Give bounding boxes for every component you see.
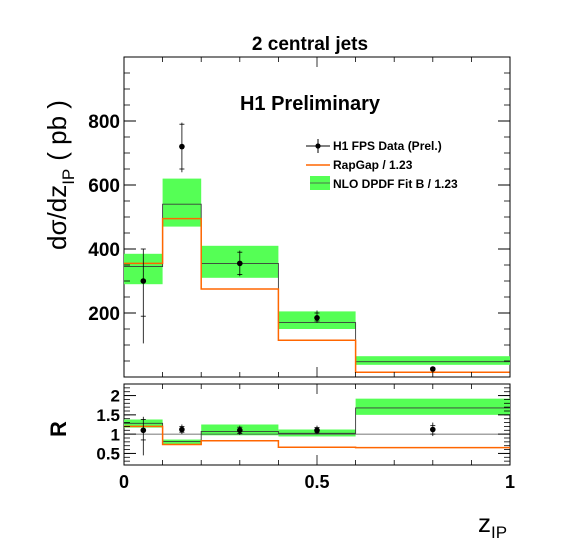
nlo-histogram [124,203,510,363]
bot-data-point-3 [237,425,243,435]
bot-ytick-label-2: 2 [111,387,120,406]
bot-ytick-label-1: 1 [111,425,120,444]
top-data-point-1 [140,248,147,344]
top-data-point-3 [237,250,243,277]
bot-ytick-label-0.5: 0.5 [96,445,120,464]
svg-text:dσ/dzIP( pb ): dσ/dzIP ( pb ) [42,100,78,250]
bot-data-point-4 [314,425,320,435]
bot-nlo-band-5 [355,398,510,415]
top-ytick-label-600: 600 [88,176,120,197]
top-nlo-line [124,203,510,363]
legend-label-rapgap: RapGap / 1.23 [333,158,413,172]
top-ytick-label-200: 200 [88,304,120,325]
top-data-point-5 [430,366,436,372]
top-nlo-band-5 [355,356,510,365]
x-axis-ticks-main [123,57,511,377]
bot-data-point-5 [430,422,436,437]
legend-entry-nlo: NLO DPDF Fit B / 1.23 [310,176,458,191]
annotation-h1-preliminary: H1 Preliminary [240,93,381,115]
rapgap-histogram [124,217,510,373]
x-label-subscript: IP [491,523,507,542]
ratio-nlo-bands [124,398,510,445]
ratio-y-axis-ticks: 0.511.52 [96,387,510,466]
chart-title: 2 central jets [252,34,368,55]
top-nlo-band-2 [162,178,202,227]
y-axis-ticks: 200 400 600 800 [88,56,510,378]
bot-ytick-label-1.5: 1.5 [96,406,120,425]
ratio-panel: 0.511.52 0 0.5 1 R zIP [46,383,515,542]
bot-data-point-2 [179,424,185,435]
x-axis-label: zIP [478,508,507,542]
main-panel: 2 central jets 200 400 600 800 H1 Prelimina… [42,34,511,378]
legend-entry-data: H1 FPS Data (Prel.) [306,139,442,153]
bot-data-point-1 [140,416,147,456]
top-ytick-label-800: 800 [88,112,120,133]
y-label-unit: ( pb ) [42,100,72,161]
xtick-label-0: 0 [119,472,129,492]
y-label-subscript: IP [59,169,78,185]
legend-label-nlo: NLO DPDF Fit B / 1.23 [333,177,458,191]
top-rapgap-line [124,217,510,373]
top-ytick-label-400: 400 [88,240,120,261]
xtick-label-2: 1 [505,472,515,492]
legend: H1 FPS Data (Prel.) RapGap / 1.23 NLO DP… [306,139,458,191]
legend-entry-rapgap: RapGap / 1.23 [306,158,413,172]
y-axis-label-main: dσ/dzIP ( pb ) [42,100,78,250]
legend-label-data: H1 FPS Data (Prel.) [333,139,442,153]
ratio-rapgap-histogram [124,425,510,449]
top-data-point-4 [314,310,320,323]
nlo-bands [124,178,510,365]
top-data-point-2 [179,122,185,173]
xtick-label-1: 0.5 [304,472,329,492]
x-label-quantity: z [478,508,491,538]
y-axis-label-ratio: R [46,421,71,437]
legend-marker-data [315,143,321,149]
ratio-data-points [140,416,436,456]
bot-rapgap-line [124,425,510,449]
data-points [140,122,436,372]
x-axis-ticks: 0 0.5 1 [119,384,515,492]
y-label-quantity: dσ/dz [42,185,72,250]
